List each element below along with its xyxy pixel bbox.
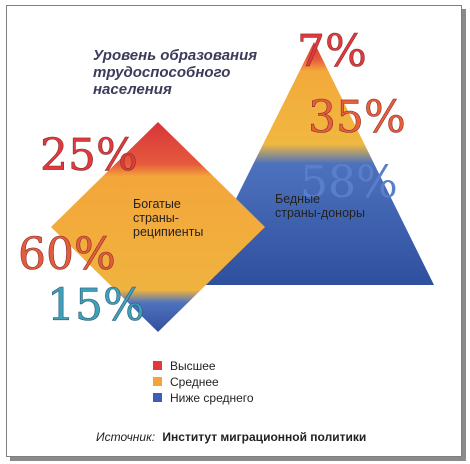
recipient-pct-label-3: 15% [47, 280, 145, 331]
source-prefix: Источник: [96, 430, 155, 444]
source-line: Источник: Институт миграционной политики [96, 430, 366, 444]
recipient-name-line-1: Богатые [133, 197, 181, 211]
recipient-name-line-2: страны- [133, 211, 179, 225]
chart-title-line-3: населения [93, 81, 172, 98]
recipient-pct-label-1: 25% [40, 130, 138, 181]
legend-label-3: Ниже среднего [170, 391, 254, 405]
chart-title-line-1: Уровень образования [93, 47, 257, 64]
donor-name-line-2: страны-доноры [275, 206, 365, 220]
legend-label-2: Среднее [170, 375, 219, 389]
legend-swatch-1 [153, 361, 162, 370]
legend-swatch-3 [153, 393, 162, 402]
donor-name-line-1: Бедные [275, 192, 320, 206]
diamond-shape [51, 122, 265, 332]
legend-swatch-2 [153, 377, 162, 386]
donor-pct-label-1: 7% [297, 26, 367, 77]
source-text: Институт миграционной политики [162, 430, 366, 444]
donor-pct-label-2: 35% [308, 92, 406, 143]
legend-label-1: Высшее [170, 359, 216, 373]
chart-title-line-2: трудоспособного [93, 64, 230, 81]
recipient-name-line-3: реципиенты [133, 225, 203, 239]
donor-pct-label-3: 58% [300, 157, 398, 208]
legend: Высшее Среднее Ниже среднего [153, 359, 254, 405]
recipient-pct-label-2: 60% [18, 229, 116, 280]
